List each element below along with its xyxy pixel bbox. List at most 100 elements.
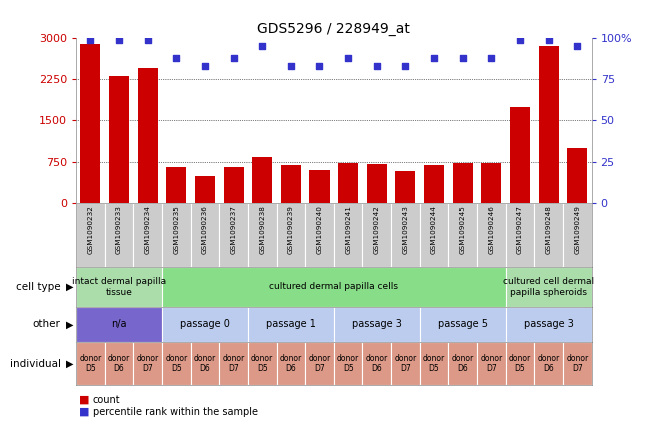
Bar (137, 68, 157, 203)
Text: GSM1090242: GSM1090242 (373, 205, 380, 254)
Text: passage 1: passage 1 (266, 319, 316, 330)
Point (171, 55, 182, 61)
FancyBboxPatch shape (248, 342, 276, 385)
Bar (424, 165, 444, 203)
Point (343, 55, 354, 61)
Text: donor
D5: donor D5 (165, 354, 187, 374)
Text: intact dermal papilla
tissue: intact dermal papilla tissue (72, 277, 166, 297)
Text: GSM1090240: GSM1090240 (317, 205, 323, 254)
Point (314, 63, 325, 69)
Text: ▶: ▶ (66, 282, 73, 292)
FancyBboxPatch shape (248, 203, 276, 267)
Text: GSM1090232: GSM1090232 (87, 205, 93, 254)
Text: donor
D5: donor D5 (509, 354, 531, 374)
Bar (567, 148, 587, 203)
Text: GSM1090248: GSM1090248 (545, 205, 552, 254)
FancyBboxPatch shape (76, 342, 104, 385)
Point (85, 36, 96, 43)
Text: count: count (93, 395, 120, 405)
FancyBboxPatch shape (563, 203, 592, 267)
Title: GDS5296 / 228949_at: GDS5296 / 228949_at (257, 22, 410, 36)
Point (371, 63, 382, 69)
FancyBboxPatch shape (420, 203, 448, 267)
Bar (195, 176, 215, 203)
Text: passage 3: passage 3 (352, 319, 402, 330)
FancyBboxPatch shape (420, 342, 448, 385)
FancyBboxPatch shape (162, 267, 506, 307)
Text: ■: ■ (79, 407, 90, 417)
Text: donor
D7: donor D7 (481, 354, 502, 374)
FancyBboxPatch shape (506, 203, 534, 267)
FancyBboxPatch shape (448, 203, 477, 267)
FancyBboxPatch shape (190, 203, 219, 267)
Text: GSM1090235: GSM1090235 (173, 205, 179, 254)
FancyBboxPatch shape (305, 342, 334, 385)
FancyBboxPatch shape (506, 342, 534, 385)
Point (114, 36, 124, 43)
Text: individual: individual (9, 359, 61, 369)
FancyBboxPatch shape (305, 203, 334, 267)
Text: ▶: ▶ (66, 319, 73, 330)
FancyBboxPatch shape (534, 342, 563, 385)
Bar (223, 167, 244, 203)
Bar (367, 164, 387, 203)
Text: donor
D7: donor D7 (137, 354, 159, 374)
FancyBboxPatch shape (190, 342, 219, 385)
Bar (109, 77, 129, 203)
FancyBboxPatch shape (76, 267, 162, 307)
Bar (338, 163, 358, 203)
Bar (539, 46, 559, 203)
Bar (253, 157, 272, 203)
FancyBboxPatch shape (420, 307, 506, 342)
FancyBboxPatch shape (334, 342, 362, 385)
FancyBboxPatch shape (134, 203, 162, 267)
Text: donor
D5: donor D5 (79, 354, 101, 374)
Text: GSM1090238: GSM1090238 (259, 205, 265, 254)
Text: percentile rank within the sample: percentile rank within the sample (93, 407, 258, 417)
FancyBboxPatch shape (362, 203, 391, 267)
Text: GSM1090236: GSM1090236 (202, 205, 208, 254)
Text: donor
D6: donor D6 (194, 354, 216, 374)
Bar (395, 171, 416, 203)
Text: donor
D6: donor D6 (108, 354, 130, 374)
Text: donor
D7: donor D7 (395, 354, 416, 374)
Text: cultured cell dermal
papilla spheroids: cultured cell dermal papilla spheroids (503, 277, 594, 297)
Text: n/a: n/a (111, 319, 127, 330)
Point (257, 43, 268, 49)
Text: GSM1090237: GSM1090237 (231, 205, 237, 254)
Text: ■: ■ (79, 395, 90, 405)
Text: donor
D6: donor D6 (537, 354, 560, 374)
FancyBboxPatch shape (219, 342, 248, 385)
FancyBboxPatch shape (276, 342, 305, 385)
Bar (281, 165, 301, 203)
FancyBboxPatch shape (276, 203, 305, 267)
Point (515, 36, 525, 43)
Point (486, 55, 496, 61)
Point (543, 36, 554, 43)
Text: donor
D5: donor D5 (251, 354, 273, 374)
FancyBboxPatch shape (391, 203, 420, 267)
Text: GSM1090241: GSM1090241 (345, 205, 351, 254)
Text: GSM1090233: GSM1090233 (116, 205, 122, 254)
FancyBboxPatch shape (134, 342, 162, 385)
Text: GSM1090247: GSM1090247 (517, 205, 523, 254)
Bar (510, 107, 530, 203)
Bar (167, 167, 186, 203)
FancyBboxPatch shape (534, 203, 563, 267)
Text: passage 5: passage 5 (438, 319, 488, 330)
FancyBboxPatch shape (506, 307, 592, 342)
FancyBboxPatch shape (448, 342, 477, 385)
Text: GSM1090234: GSM1090234 (145, 205, 151, 254)
FancyBboxPatch shape (104, 342, 134, 385)
Text: donor
D5: donor D5 (337, 354, 359, 374)
Text: passage 3: passage 3 (524, 319, 574, 330)
FancyBboxPatch shape (334, 203, 362, 267)
Text: GSM1090246: GSM1090246 (488, 205, 494, 254)
FancyBboxPatch shape (334, 307, 420, 342)
Text: donor
D7: donor D7 (309, 354, 330, 374)
Point (400, 63, 410, 69)
Bar (309, 170, 329, 203)
FancyBboxPatch shape (477, 342, 506, 385)
Text: donor
D7: donor D7 (223, 354, 245, 374)
Text: passage 0: passage 0 (180, 319, 230, 330)
